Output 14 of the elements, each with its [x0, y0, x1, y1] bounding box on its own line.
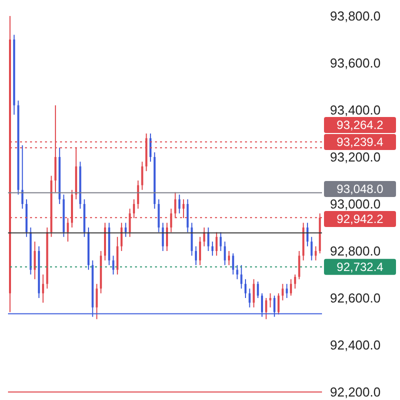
ref-line-label: 93,264.2	[336, 118, 384, 132]
ref-line-label: 93,048.0	[336, 182, 384, 196]
y-tick-label: 92,200.0	[330, 384, 381, 400]
y-tick-label: 92,800.0	[330, 244, 381, 259]
y-tick-label: 93,400.0	[330, 102, 381, 118]
y-tick-label: 92,400.0	[330, 338, 381, 353]
y-tick-label: 93,000.0	[330, 196, 381, 212]
y-tick-label: 93,600.0	[330, 56, 381, 71]
ref-line-label: 92,732.4	[336, 260, 384, 274]
y-tick-label: 92,600.0	[330, 290, 381, 306]
y-tick-label: 93,800.0	[330, 8, 381, 24]
ref-line-label: 93,239.4	[336, 135, 384, 150]
ref-line-label: 92,942.2	[336, 212, 384, 226]
y-tick-label: 93,200.0	[330, 150, 381, 165]
